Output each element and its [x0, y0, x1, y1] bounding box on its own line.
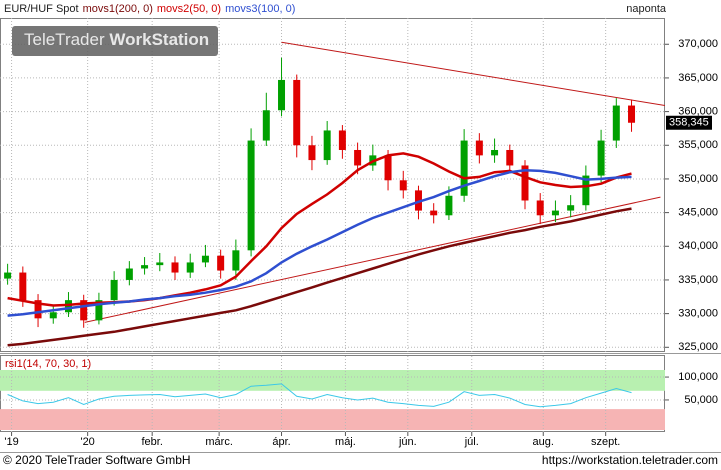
candle-body [308, 145, 316, 161]
candle-body [186, 262, 194, 273]
moving-average [7, 168, 632, 317]
candle-body [506, 149, 514, 166]
candle-body [49, 312, 57, 319]
candle-body [384, 155, 392, 181]
candle-body [80, 300, 88, 321]
x-tick-label: aug. [533, 436, 554, 448]
legend-entry: movs3(100, 0) [225, 3, 295, 15]
x-tick-label: máj. [335, 436, 356, 448]
candle-body [612, 105, 620, 141]
candle-body [628, 105, 636, 123]
x-tick-label: jún. [398, 436, 417, 448]
candle-body [278, 79, 286, 111]
y-tick-label: 365,000 [678, 72, 718, 84]
rsi-title: rsi1(14, 70, 30, 1) [5, 358, 91, 370]
watermark-box [12, 26, 218, 56]
candle-body [4, 272, 12, 279]
moving-average [7, 207, 632, 347]
candle-body [201, 255, 209, 263]
candle-body [551, 210, 559, 216]
y-tick-label: 350,000 [678, 173, 718, 185]
x-tick-label: '20 [80, 436, 94, 448]
candle-body [354, 149, 362, 166]
candle-body [110, 279, 118, 301]
x-tick-label: febr. [141, 436, 162, 448]
copyright: © 2020 TeleTrader Software GmbH [3, 453, 191, 467]
x-tick-label: '19 [4, 436, 18, 448]
url: https://workstation.teletrader.com [542, 453, 718, 467]
x-tick-label: júl. [464, 436, 479, 448]
candle-body [399, 180, 407, 191]
y-tick-label: 335,000 [678, 274, 718, 286]
candle-body [414, 190, 422, 211]
candle-body [156, 262, 164, 266]
candle-body [338, 130, 346, 150]
x-tick-label: szept. [591, 436, 620, 448]
candle-body [597, 140, 605, 176]
trendline [281, 41, 665, 107]
oversold-zone [0, 409, 665, 430]
y-tick-label: 340,000 [678, 240, 718, 252]
y-tick-label: 100,000 [678, 371, 718, 383]
main-plot [0, 18, 665, 352]
chart-title: EUR/HUF Spot movs1(200, 0) movs2(50, 0) mov… [4, 3, 295, 15]
x-tick-label: ápr. [272, 436, 290, 448]
y-tick-label: 325,000 [678, 341, 718, 353]
candle-body [521, 165, 529, 201]
watermark: TeleTrader WorkStation [24, 30, 209, 49]
candle-body [430, 210, 438, 216]
y-tick-label: 360,000 [678, 106, 718, 118]
candle-body [536, 200, 544, 216]
y-tick-label: 50,000 [684, 394, 718, 406]
candle-body [95, 300, 103, 321]
candle-body [64, 300, 72, 313]
candle-body [293, 79, 301, 146]
candle-body [171, 262, 179, 273]
y-tick-label: 330,000 [678, 308, 718, 320]
y-tick-label: 370,000 [678, 38, 718, 50]
candle-body [323, 130, 331, 161]
rsi-plot [0, 356, 665, 432]
legend-entry: movs1(200, 0) [83, 3, 153, 15]
candle-body [232, 250, 240, 271]
overbought-zone [0, 370, 665, 391]
y-tick-label: 345,000 [678, 207, 718, 219]
legend-entry: movs2(50, 0) [157, 3, 221, 15]
candle-body [445, 195, 453, 216]
candle-body [34, 300, 42, 319]
candle-body [475, 140, 483, 156]
candle-body [141, 265, 149, 269]
candle-body [19, 272, 27, 301]
candle-body [491, 149, 499, 156]
candle-body [567, 205, 575, 211]
period: naponta [626, 3, 667, 15]
instrument: EUR/HUF Spot [4, 3, 79, 15]
candle-body [217, 255, 225, 271]
candle-body [460, 140, 468, 196]
overlay-layer: TeleTrader WorkStation EUR/HUF Spot movs1… [3, 3, 718, 467]
candle-body [125, 268, 133, 280]
watermark-part: WorkStation [109, 30, 209, 49]
y-tick-label: 355,000 [678, 139, 718, 151]
candle-body [582, 175, 590, 206]
x-tick-label: márc. [205, 436, 233, 448]
last-price-label: 358,345 [669, 117, 709, 129]
watermark-part: TeleTrader [24, 30, 105, 49]
last-price-box [666, 115, 712, 130]
candle-body [247, 140, 255, 251]
rsi-line [7, 383, 632, 408]
candle-body [262, 110, 270, 141]
trendline [84, 196, 661, 323]
